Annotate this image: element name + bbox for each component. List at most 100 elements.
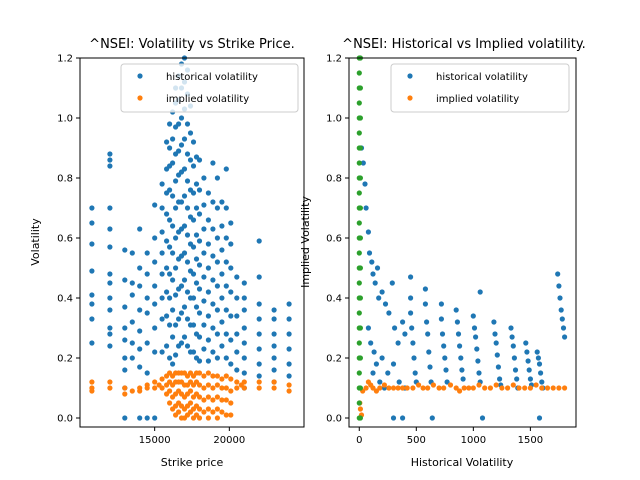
strike-price-historical-volatility-point [178,340,185,346]
strike-price-historical-volatility-point [107,271,113,277]
historical-vs-implied-historical-volatility-point [370,271,376,277]
strike-price-historical-volatility-point [228,313,234,319]
historical-vs-implied-x-tick-label: 500 [407,435,426,446]
historical-vs-implied-historical-volatility-point [454,319,460,325]
strike-price-implied-volatility-point [241,379,247,385]
strike-price-historical-volatility-point [137,307,143,313]
historical-vs-implied-implied-volatility-point [447,382,454,388]
historical-vs-implied-implied-volatility-point [539,385,545,391]
historical-vs-implied-implied-volatility-point [436,385,442,391]
strike-price-historical-volatility-point [234,349,240,355]
strike-price-historical-volatility-point [152,349,158,355]
strike-price-historical-volatility-point [201,322,207,328]
strike-price-x-tick-label: 15000 [139,435,171,446]
strike-price-historical-volatility-point [193,232,200,238]
strike-price-historical-volatility-point [196,358,203,364]
strike-price-historical-volatility-point [129,250,135,256]
strike-price-x-ticks: 15000 20000 [139,427,245,446]
strike-price-historical-volatility-point [228,337,234,343]
strike-price-historical-volatility-point [286,316,292,322]
strike-price-historical-volatility-point [89,205,95,211]
historical-vs-implied-historical-volatility-point [371,349,377,355]
strike-price-implied-volatility-point [201,373,207,379]
strike-price-historical-volatility-point [190,139,197,145]
strike-price-historical-volatility-point [210,349,216,355]
strike-price-implied-volatility-point [89,388,95,394]
strike-price-historical-volatility-point [159,205,165,211]
strike-price-historical-volatility-point [137,265,143,271]
historical-vs-implied-historical-volatility-point [457,343,463,349]
strike-price-historical-volatility-point [170,361,176,367]
historical-vs-implied-implied-volatility-point [441,385,447,391]
historical-vs-implied-implied-volatility-point [466,385,472,391]
strike-price-implied-volatility-point [214,394,220,400]
strike-price-implied-volatility-point [107,385,113,391]
strike-price-implied-volatility-point [122,385,128,391]
strike-price-historical-volatility-point [164,265,170,271]
strike-price-implied-volatility-point [234,385,240,391]
strike-price-historical-volatility-point [196,211,203,217]
strike-price-legend-historical-label: historical volatility [166,72,258,83]
strike-price-historical-volatility-point [107,226,113,232]
strike-price-implied-volatility-point [196,415,203,421]
strike-price-historical-volatility-point [223,205,229,211]
strike-price-historical-volatility-point [122,304,128,310]
historical-vs-implied-historical-volatility-point [438,316,444,322]
strike-price-historical-volatility-point [205,313,211,319]
strike-price-historical-volatility-point [152,415,158,421]
historical-vs-implied-historical-volatility-point [390,415,397,421]
strike-price-historical-volatility-point [271,307,277,313]
strike-price-implied-volatility-point [286,382,292,388]
strike-price-implied-volatility-point [214,382,220,388]
strike-price-historical-volatility-point [214,331,220,337]
historical-vs-implied-y-axis-label: Implied Volatility [299,196,312,288]
strike-price-historical-volatility-point [219,319,225,325]
historical-vs-implied-historical-volatility-point [538,370,544,376]
historical-vs-implied-historical-volatility-point [400,415,406,421]
strike-price-historical-volatility-point [89,292,95,298]
strike-price-historical-volatility-point [205,337,211,343]
historical-vs-implied-implied-volatility-point [357,406,363,412]
strike-price-implied-volatility-point [176,409,182,415]
strike-price-implied-volatility-point [137,388,143,394]
strike-price-historical-volatility-point [205,358,211,364]
strike-price-historical-volatility-point [205,190,211,196]
strike-price-historical-volatility-point [173,265,179,271]
strike-price-historical-volatility-point [167,217,173,223]
strike-price-historical-volatility-point [129,340,135,346]
strike-price-historical-volatility-point [223,235,229,241]
strike-price-historical-volatility-point [256,331,262,337]
historical-vs-implied-legend-box [390,63,570,113]
historical-vs-implied-implied-volatility-point [487,385,493,391]
strike-price-historical-volatility-point [241,295,247,301]
historical-vs-implied-series-2-point [357,235,363,241]
strike-price-historical-volatility-point [214,259,220,265]
historical-vs-implied-historical-volatility-point [495,364,501,370]
historical-vs-implied-implied-volatility-point [370,385,376,391]
historical-vs-implied-historical-volatility-point [526,367,532,373]
historical-vs-implied-historical-volatility-point [426,349,432,355]
historical-vs-implied-y-tick-label: 0.8 [326,174,342,185]
historical-vs-implied-historical-volatility-point [373,361,379,367]
historical-vs-implied-historical-volatility-point [400,319,406,325]
strike-price-historical-volatility-point [173,292,179,298]
strike-price-historical-volatility-point [144,295,150,301]
strike-price-historical-volatility-point [181,136,188,142]
strike-price-implied-volatility-point [196,370,203,376]
historical-vs-implied-historical-volatility-point [389,280,395,286]
strike-price-implied-volatility-point [219,385,225,391]
strike-price-historical-volatility-point [223,307,229,313]
strike-price-historical-volatility-point [137,328,143,334]
historical-vs-implied-implied-volatility-point [533,382,539,388]
historical-vs-implied-historical-volatility-point [491,319,497,325]
historical-vs-implied-historical-volatility-point [539,379,545,385]
historical-vs-implied-implied-volatility-point [381,382,387,388]
strike-price-implied-volatility-point [223,412,229,418]
strike-price-historical-volatility-point [184,316,191,322]
historical-vs-implied-historical-volatility-point [360,160,366,166]
historical-vs-implied-x-axis-label: Historical Volatility [411,456,514,469]
strike-price-implied-volatility-point [256,385,262,391]
strike-price-historical-volatility-point [170,277,176,283]
strike-price-historical-volatility-point [201,175,207,181]
historical-vs-implied-historical-volatility-point [475,358,481,364]
